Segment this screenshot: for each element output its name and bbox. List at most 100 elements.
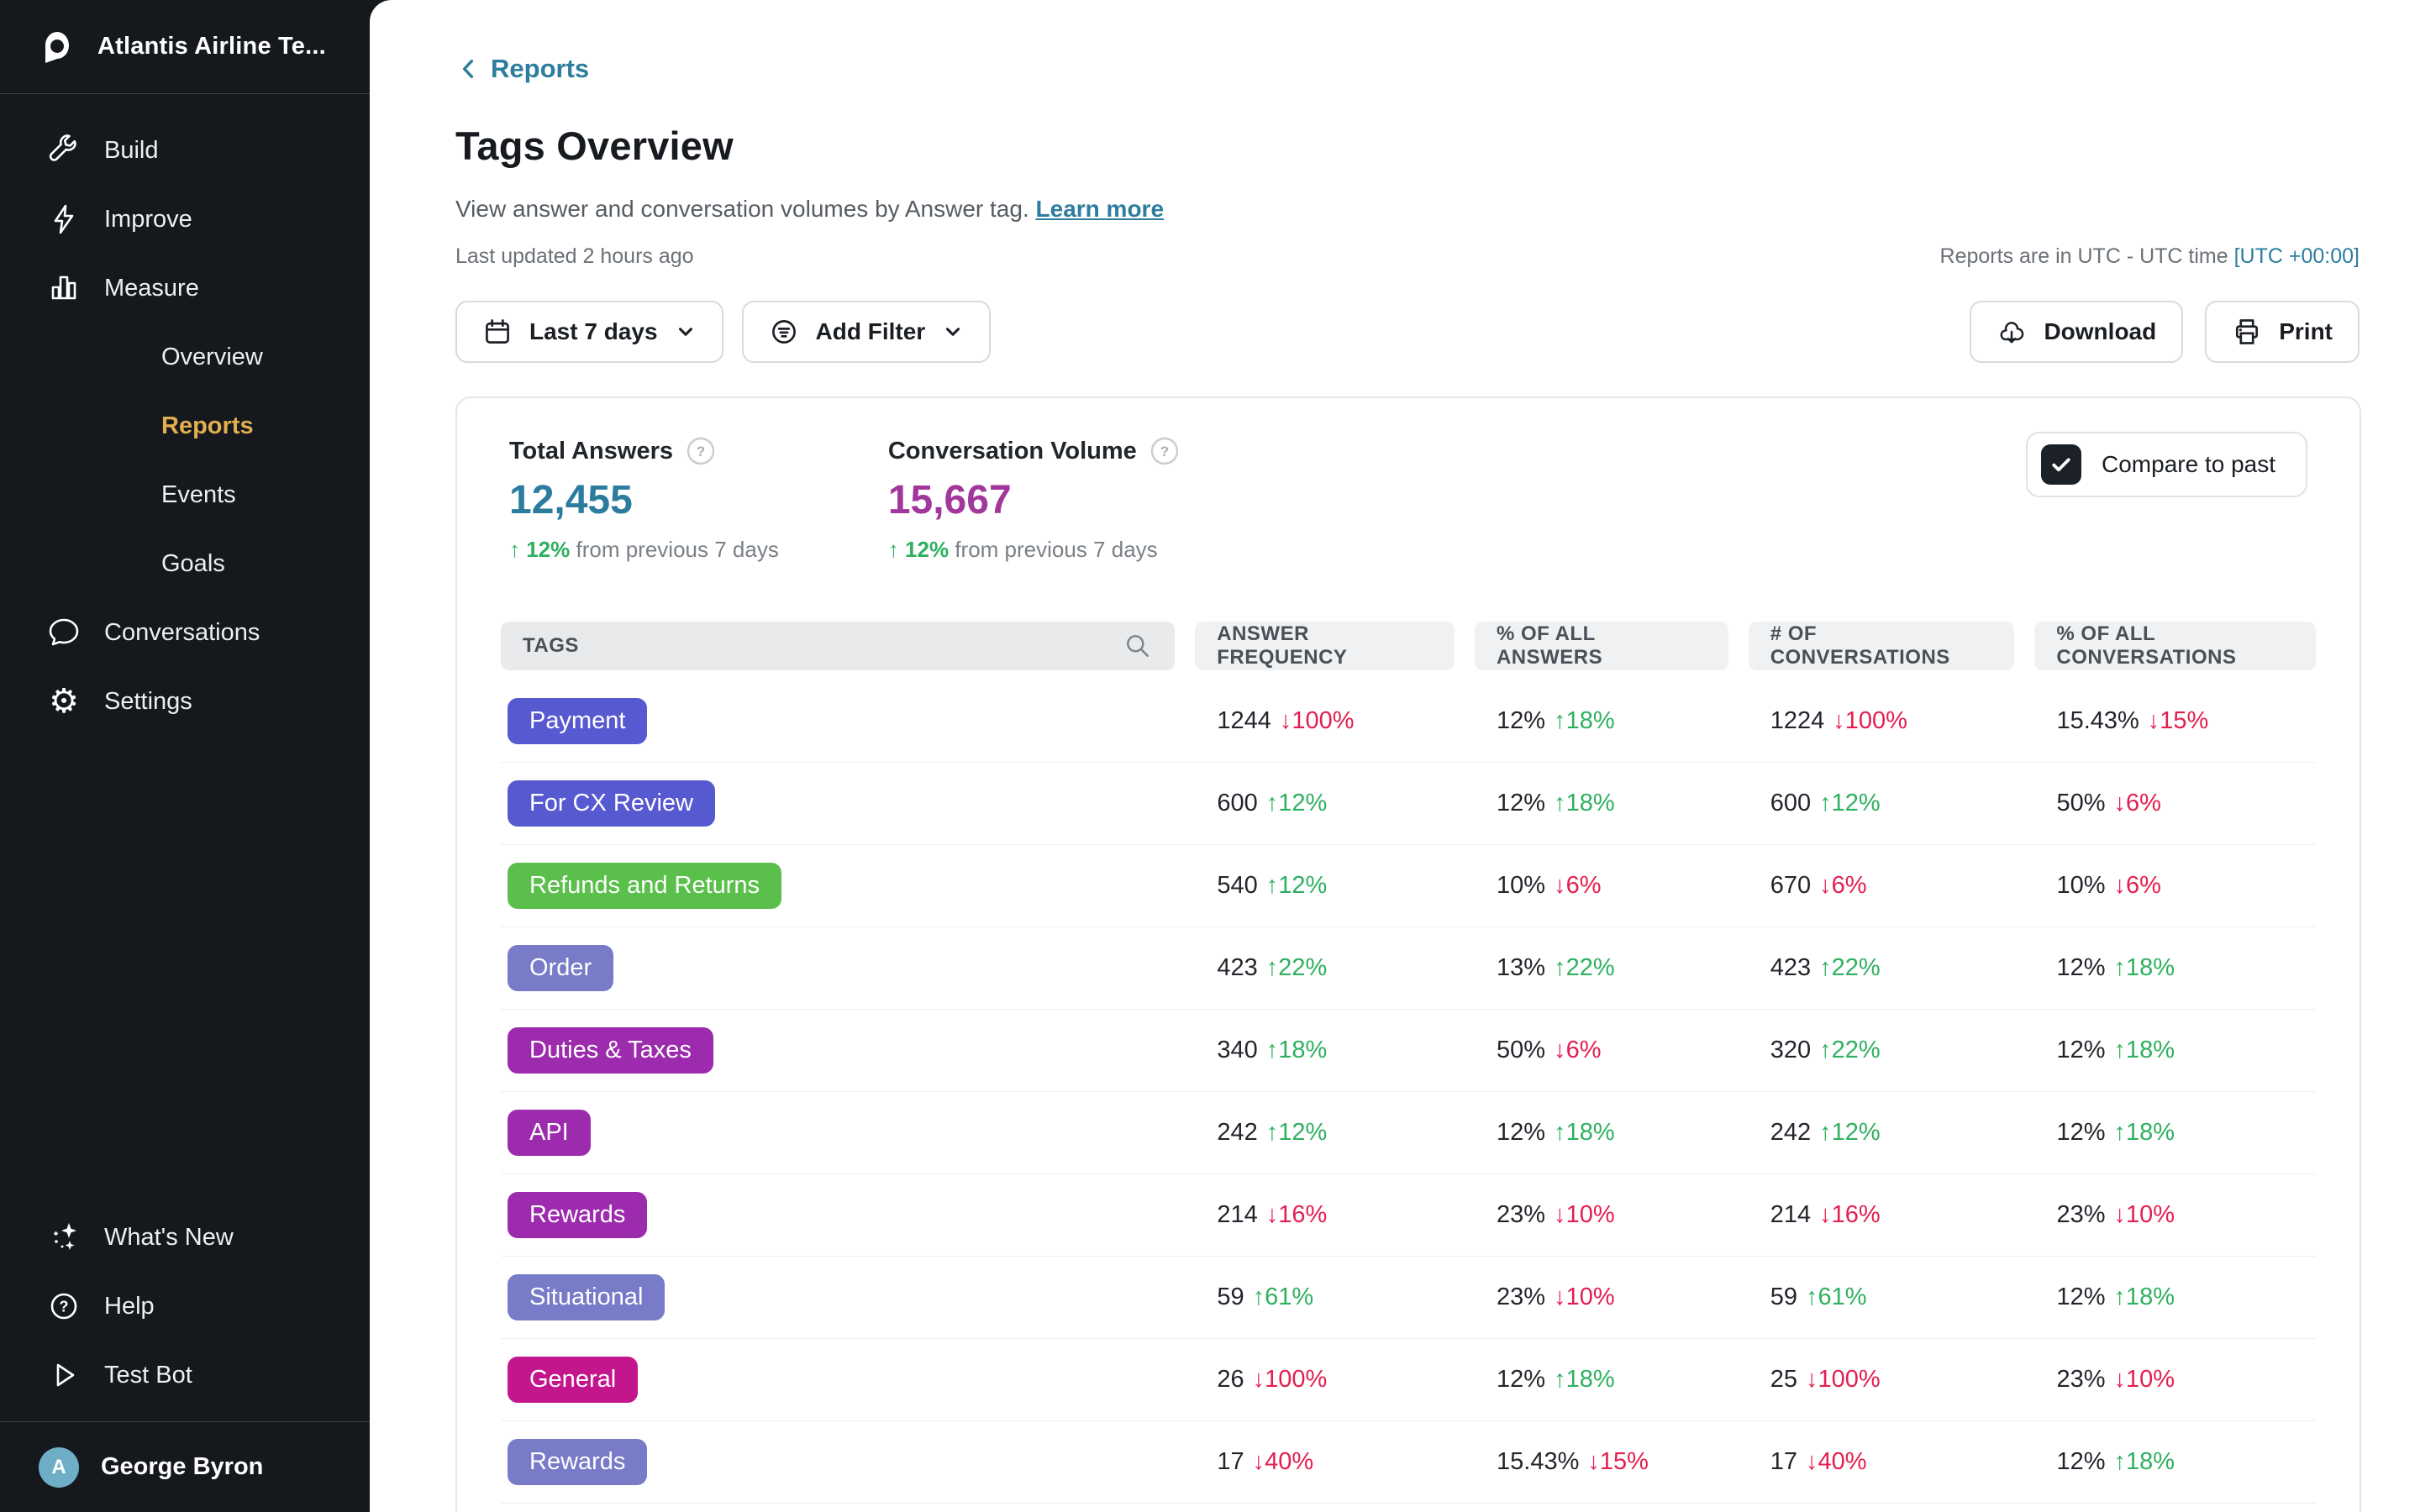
table-row[interactable]: Order 423 ↑22% 13% ↑22% 423 ↑22% 12% ↑18% (501, 927, 2316, 1010)
cell-answer-frequency: 59 ↑61% (1195, 1284, 1455, 1311)
sidebar-item-measure[interactable]: Measure (0, 254, 392, 323)
cell-change-up: ↑12% (1819, 790, 1881, 816)
svg-text:?: ? (697, 444, 705, 459)
column-header-answer-frequency[interactable]: ANSWER FREQUENCY (1195, 622, 1455, 670)
date-range-button[interactable]: Last 7 days (455, 301, 723, 363)
conversation-volume-change: ↑ 12% from previous 7 days (887, 537, 1158, 562)
cell-pct-answers: 10% ↓6% (1475, 872, 1728, 900)
cell-pct-conversations: 10% ↓6% (2034, 872, 2316, 900)
table-row[interactable]: Rewards 17 ↓40% 15.43% ↓15% 17 ↓40% 12% ↑18% (501, 1421, 2316, 1504)
sidebar-item-improve[interactable]: Improve (0, 185, 392, 254)
cell-answer-frequency: 340 ↑18% (1195, 1037, 1455, 1064)
cell-num-conversations: 423 ↑22% (1749, 954, 2015, 982)
cell-value: 540 (1217, 872, 1258, 899)
cell-value: 23% (2056, 1366, 2106, 1393)
compare-checkbox[interactable] (2041, 444, 2081, 485)
cell-change-down: ↓100% (1252, 1366, 1328, 1393)
add-filter-button[interactable]: Add Filter (741, 301, 992, 363)
cell-value: 12% (1497, 790, 1546, 816)
sidebar-spacer (0, 736, 392, 1181)
cell-value: 12% (2056, 954, 2106, 981)
cell-value: 59 (1770, 1284, 1798, 1310)
chevron-down-icon (678, 328, 692, 336)
play-icon (47, 1358, 81, 1392)
sidebar-item-goals[interactable]: Goals (0, 529, 392, 598)
cell-change-up: ↑22% (1819, 1037, 1881, 1063)
cell-value: 340 (1217, 1037, 1258, 1063)
cell-num-conversations: 600 ↑12% (1749, 790, 2015, 817)
tag-badge[interactable]: API (508, 1110, 591, 1156)
sidebar-item-help[interactable]: ? Help (0, 1272, 392, 1341)
sidebar-item-events[interactable]: Events (0, 460, 392, 529)
help-icon[interactable]: ? (1150, 437, 1179, 465)
cell-change-down: ↓6% (1819, 872, 1867, 899)
table-header: TAGS ANSWER FREQUENCY % OF ALL ANSWERS #… (501, 622, 2316, 670)
calendar-icon (486, 319, 509, 344)
column-header-num-conversations[interactable]: # OF CONVERSATIONS (1748, 622, 2015, 670)
tag-badge[interactable]: Rewards (508, 1192, 648, 1238)
user-menu[interactable]: A George Byron (0, 1421, 392, 1512)
tag-badge[interactable]: For CX Review (508, 780, 715, 827)
report-card: Total Answers ? 12,455 ↑ 12% from previo… (455, 396, 2361, 1512)
sidebar-item-what-s-new[interactable]: What's New (0, 1203, 392, 1272)
table-row[interactable]: API 242 ↑12% 12% ↑18% 242 ↑12% 12% ↑18% (501, 1092, 2316, 1174)
table-row[interactable]: Situational 59 ↑61% 23% ↓10% 59 ↑61% 12% ↑18… (501, 1257, 2316, 1339)
cell-answer-frequency: 242 ↑12% (1195, 1119, 1455, 1147)
learn-more-link[interactable]: Learn more (1035, 196, 1165, 222)
table-row[interactable]: General 26 ↓100% 12% ↑18% 25 ↓100% 23% ↓10% (501, 1339, 2316, 1421)
cell-change-up: ↑18% (1554, 707, 1615, 734)
cell-change-down: ↓10% (1554, 1284, 1615, 1310)
workspace-switcher[interactable]: Atlantis Airline Te... (0, 0, 392, 94)
cell-change-down: ↓6% (2113, 790, 2161, 816)
cell-value: 12% (1497, 707, 1546, 734)
sidebar-item-overview[interactable]: Overview (0, 323, 392, 391)
total-answers-value: 12,455 (509, 478, 633, 522)
column-header-pct-answers[interactable]: % OF ALL ANSWERS (1474, 622, 1728, 670)
cell-answer-frequency: 214 ↓16% (1195, 1201, 1455, 1229)
tag-badge[interactable]: Order (508, 945, 614, 991)
download-button[interactable]: Download (1970, 301, 2184, 363)
cell-change-up: ↑18% (2113, 1284, 2175, 1310)
cell-pct-conversations: 23% ↓10% (2034, 1366, 2316, 1394)
sidebar-item-conversations[interactable]: Conversations (0, 598, 392, 667)
back-to-reports-link[interactable]: Reports (455, 54, 589, 84)
sidebar-item-reports[interactable]: Reports (0, 391, 392, 460)
tag-badge[interactable]: Situational (508, 1274, 666, 1320)
cell-change-down: ↓100% (1833, 707, 1907, 734)
sidebar-item-build[interactable]: Build (0, 116, 392, 185)
table-row[interactable]: Refunds and Returns 540 ↑12% 10% ↓6% 670 ↓6… (501, 845, 2316, 927)
cell-change-down: ↓6% (1554, 1037, 1602, 1063)
tag-badge[interactable]: Duties & Taxes (508, 1027, 713, 1074)
cell-pct-conversations: 15.43% ↓15% (2034, 707, 2316, 735)
cell-change-down: ↓10% (2113, 1201, 2175, 1228)
print-icon (2236, 319, 2259, 344)
help-icon[interactable]: ? (687, 437, 715, 465)
wrench-icon (47, 134, 81, 167)
cell-pct-answers: 23% ↓10% (1475, 1201, 1728, 1229)
tag-badge[interactable]: Payment (508, 698, 648, 744)
table-row[interactable]: Duties & Taxes 340 ↑18% 50% ↓6% 320 ↑22% 12… (501, 1010, 2316, 1092)
cell-value: 12% (1497, 1366, 1546, 1393)
tag-badge[interactable]: Refunds and Returns (508, 863, 782, 909)
cell-change-down: ↓15% (2147, 707, 2209, 734)
tags-table: TAGS ANSWER FREQUENCY % OF ALL ANSWERS #… (457, 622, 2360, 1504)
tag-badge[interactable]: General (508, 1357, 639, 1403)
tag-badge[interactable]: Rewards (508, 1439, 648, 1485)
print-button[interactable]: Print (2205, 301, 2360, 363)
table-row[interactable]: Rewards 214 ↓16% 23% ↓10% 214 ↓16% 23% ↓10% (501, 1174, 2316, 1257)
svg-text:?: ? (1160, 444, 1169, 459)
cell-value: 59 (1217, 1284, 1244, 1310)
cell-change-up: ↑12% (1819, 1119, 1881, 1146)
cell-value: 23% (1497, 1284, 1546, 1310)
compare-to-past-toggle[interactable]: Compare to past (2026, 432, 2307, 497)
timezone-link[interactable]: [UTC +00:00] (2233, 244, 2360, 268)
table-row[interactable]: Payment 1244 ↓100% 12% ↑18% 1224 ↓100% 15.4… (501, 680, 2316, 763)
tags-search[interactable]: TAGS (501, 622, 1176, 670)
sidebar-item-test-bot[interactable]: Test Bot (0, 1341, 392, 1410)
table-row[interactable]: For CX Review 600 ↑12% 12% ↑18% 600 ↑12% 50… (501, 763, 2316, 845)
cell-num-conversations: 17 ↓40% (1749, 1448, 2015, 1476)
column-header-pct-conversations[interactable]: % OF ALL CONVERSATIONS (2034, 622, 2316, 670)
cell-value: 242 (1770, 1119, 1812, 1146)
chevron-down-icon (946, 328, 960, 336)
sidebar-item-settings[interactable]: ⚙ Settings (0, 667, 392, 736)
